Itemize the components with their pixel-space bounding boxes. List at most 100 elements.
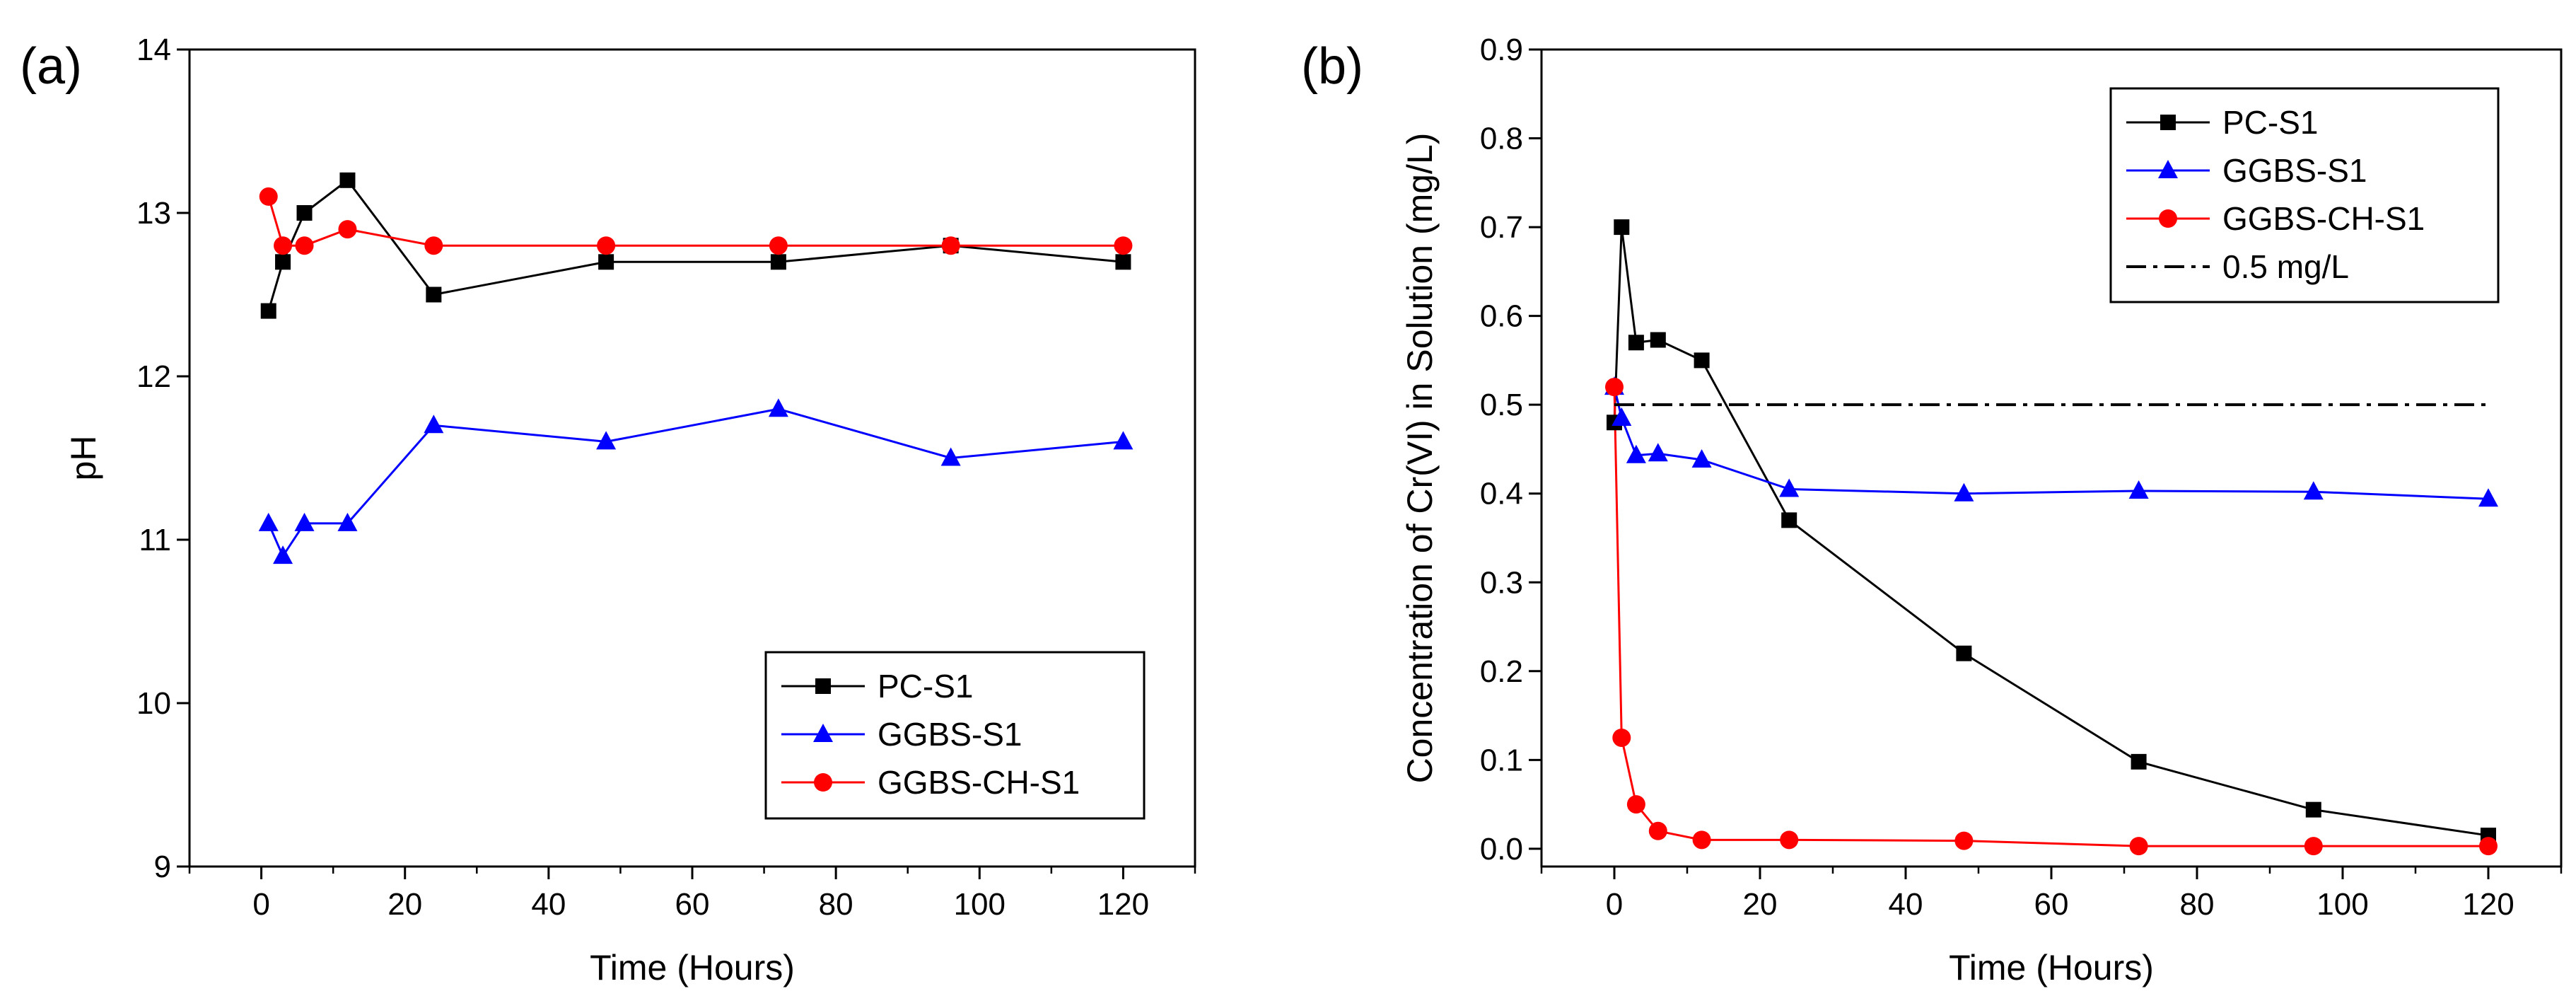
legend-marker [815,678,831,694]
data-point-pc-s1 [598,254,614,270]
data-point-ggbs-ch-s1 [941,236,960,255]
data-point-ggbs-ch-s1 [1692,830,1711,850]
legend-label: GGBS-S1 [2222,152,2367,189]
data-point-ggbs-ch-s1 [769,236,788,255]
data-point-ggbs-s1 [1691,449,1712,468]
legend: PC-S1 GGBS-S1 GGBS-CH-S1 [764,651,1146,820]
data-point-ggbs-ch-s1 [1626,795,1645,814]
x-tick-label: 80 [819,887,853,922]
data-point-pc-s1 [426,286,442,303]
data-point-ggbs-s1 [2478,488,2498,507]
data-point-pc-s1 [1781,512,1797,528]
data-point-pc-s1 [339,172,356,188]
data-point-ggbs-s1 [1954,482,1974,502]
data-point-ggbs-s1 [1779,478,1800,497]
data-point-ggbs-s1 [424,415,444,434]
data-point-ggbs-s1 [1626,444,1646,463]
legend-label: GGBS-CH-S1 [878,764,1080,801]
y-axis-title: Concentration of Cr(VI) in Solution (mg/… [1400,133,1440,784]
data-point-ggbs-ch-s1 [1605,378,1624,397]
legend-marker [813,724,833,742]
y-tick-label: 0.5 [1480,388,1523,422]
x-tick-label: 20 [1743,887,1778,922]
data-point-pc-s1 [1115,254,1131,270]
data-point-pc-s1 [770,254,786,270]
legend-marker [2160,115,2176,130]
data-point-ggbs-s1 [1612,407,1632,427]
y-tick-label: 13 [136,196,171,231]
panel-a-chart: (a) 0 20 40 60 80 100 120 9 10 11 12 13 14 Time (Hours… [20,33,1196,987]
panel-b-chart: (b) 0 20 40 60 80 100 120 0.0 0.1 0.2 0.3 0.4 0.5 0.6 0… [1301,33,2563,987]
data-point-ggbs-ch-s1 [2129,837,2148,856]
series-line-ggbs-ch-s1 [1613,387,2488,847]
data-point-ggbs-s1 [258,512,279,531]
data-point-pc-s1 [1628,335,1644,351]
data-point-ggbs-s1 [1113,431,1133,450]
legend-label: 0.5 mg/L [2222,248,2349,285]
data-point-pc-s1 [296,205,313,221]
data-point-ggbs-ch-s1 [1648,821,1667,840]
panel-label: (a) [20,38,82,95]
x-axis-title: Time (Hours) [590,948,795,987]
x-tick-label: 0 [1606,887,1623,922]
data-point-ggbs-ch-s1 [2479,837,2498,856]
y-tick-label: 0.9 [1480,33,1523,67]
data-point-pc-s1 [1956,645,1972,661]
legend-marker [814,773,832,792]
y-tick-label: 0.6 [1480,299,1523,334]
y-tick-label: 0.8 [1480,122,1523,156]
data-point-pc-s1 [260,303,276,319]
y-tick-label: 11 [139,523,171,557]
x-tick-label: 60 [675,887,710,922]
y-tick-label: 12 [136,359,171,394]
x-tick-label: 0 [252,887,269,922]
data-point-pc-s1 [1694,352,1710,369]
data-point-ggbs-ch-s1 [1780,830,1799,850]
data-point-pc-s1 [2131,753,2147,770]
y-tick-label: 0.7 [1480,210,1523,245]
y-tick-label: 0.1 [1480,743,1523,777]
series-line-ggbs-ch-s1 [267,196,1124,247]
legend-marker [2159,209,2177,228]
y-tick-label: 0.3 [1480,565,1523,600]
data-point-pc-s1 [1650,332,1666,348]
legend: PC-S1 GGBS-S1 GGBS-CH-S1 0.5 mg/L [2109,87,2500,303]
legend-label: PC-S1 [878,668,973,705]
legend-label: GGBS-CH-S1 [2222,200,2425,237]
x-tick-label: 100 [954,887,1006,922]
panel-label: (b) [1301,38,1363,95]
y-tick-label: 10 [136,686,171,721]
series-line-pc-s1 [1613,226,2489,837]
data-point-ggbs-s1 [596,431,617,450]
data-point-pc-s1 [275,254,291,270]
data-point-ggbs-s1 [337,512,358,531]
legend-label: GGBS-S1 [878,716,1022,753]
x-axis-title: Time (Hours) [1949,948,2154,987]
data-point-ggbs-ch-s1 [597,236,616,255]
y-tick-label: 0.4 [1480,477,1523,511]
y-axis-title: pH [64,436,103,481]
legend-marker [2158,160,2178,178]
data-point-pc-s1 [1614,219,1630,236]
data-point-ggbs-ch-s1 [424,236,443,255]
legend-label: PC-S1 [2222,104,2318,141]
x-tick-label: 60 [2034,887,2069,922]
y-tick-label: 0.2 [1480,654,1523,689]
x-tick-label: 40 [1889,887,1923,922]
data-point-ggbs-s1 [294,512,315,531]
series-line-ggbs-s1 [1613,386,2489,500]
data-point-ggbs-ch-s1 [2304,837,2323,856]
data-point-ggbs-ch-s1 [274,236,293,255]
data-point-ggbs-ch-s1 [295,236,314,255]
data-point-ggbs-ch-s1 [338,220,357,239]
data-point-ggbs-s1 [1648,443,1668,462]
data-point-pc-s1 [2305,801,2321,818]
x-tick-label: 40 [531,887,566,922]
data-point-ggbs-ch-s1 [1954,831,1974,850]
y-tick-label: 0.0 [1480,832,1523,867]
data-point-ggbs-ch-s1 [259,187,278,206]
y-tick-label: 14 [136,33,171,67]
data-point-ggbs-ch-s1 [1612,728,1631,747]
y-tick-label: 9 [154,850,171,884]
